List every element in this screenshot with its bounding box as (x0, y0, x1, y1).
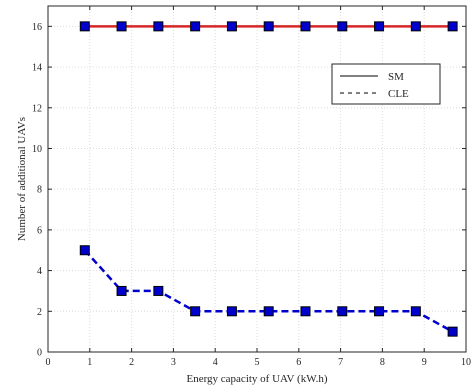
y-tick-label: 16 (32, 22, 42, 33)
data-point-sm (153, 21, 164, 32)
y-tick-label: 0 (37, 348, 42, 359)
data-point-cle (410, 306, 421, 317)
y-tick-label: 8 (37, 185, 42, 196)
data-point-cle (116, 285, 127, 296)
data-point-sm (374, 21, 385, 32)
x-tick-label: 9 (422, 357, 427, 368)
data-point-cle (153, 285, 164, 296)
legend-box (331, 63, 441, 105)
data-point-cle (337, 306, 348, 317)
data-point-cle (190, 306, 201, 317)
data-point-sm (190, 21, 201, 32)
x-tick-label: 0 (46, 357, 51, 368)
data-point-sm (226, 21, 237, 32)
data-point-cle (226, 306, 237, 317)
legend-label-cle: CLE (388, 88, 409, 100)
y-tick-label: 6 (37, 225, 42, 236)
x-tick-label: 4 (213, 357, 218, 368)
y-tick-label: 4 (37, 266, 42, 277)
data-point-sm (337, 21, 348, 32)
x-tick-label: 6 (296, 357, 301, 368)
y-tick-label: 14 (32, 63, 42, 74)
series-layer (79, 21, 458, 337)
x-tick-label: 2 (129, 357, 134, 368)
data-point-sm (263, 21, 274, 32)
y-tick-label: 10 (32, 144, 42, 155)
data-point-cle (79, 245, 90, 256)
data-point-sm (447, 21, 458, 32)
legend: SM CLE (331, 63, 441, 105)
data-point-cle (263, 306, 274, 317)
y-tick-label: 12 (32, 103, 42, 114)
legend-label-sm: SM (388, 71, 404, 83)
x-tick-label: 5 (255, 357, 260, 368)
data-point-cle (300, 306, 311, 317)
y-axis-label: Number of additional UAVs (16, 117, 28, 241)
data-point-sm (79, 21, 90, 32)
data-point-cle (447, 326, 458, 337)
x-tick-label: 10 (461, 357, 471, 368)
x-tick-label: 8 (380, 357, 385, 368)
data-point-cle (374, 306, 385, 317)
x-tick-label: 7 (338, 357, 343, 368)
y-tick-label: 2 (37, 307, 42, 318)
data-point-sm (300, 21, 311, 32)
x-tick-label: 3 (171, 357, 176, 368)
series-line-cle (83, 249, 454, 333)
x-axis-label: Energy capacity of UAV (kW.h) (186, 373, 327, 385)
data-point-sm (116, 21, 127, 32)
data-point-sm (410, 21, 421, 32)
x-tick-label: 1 (87, 357, 92, 368)
